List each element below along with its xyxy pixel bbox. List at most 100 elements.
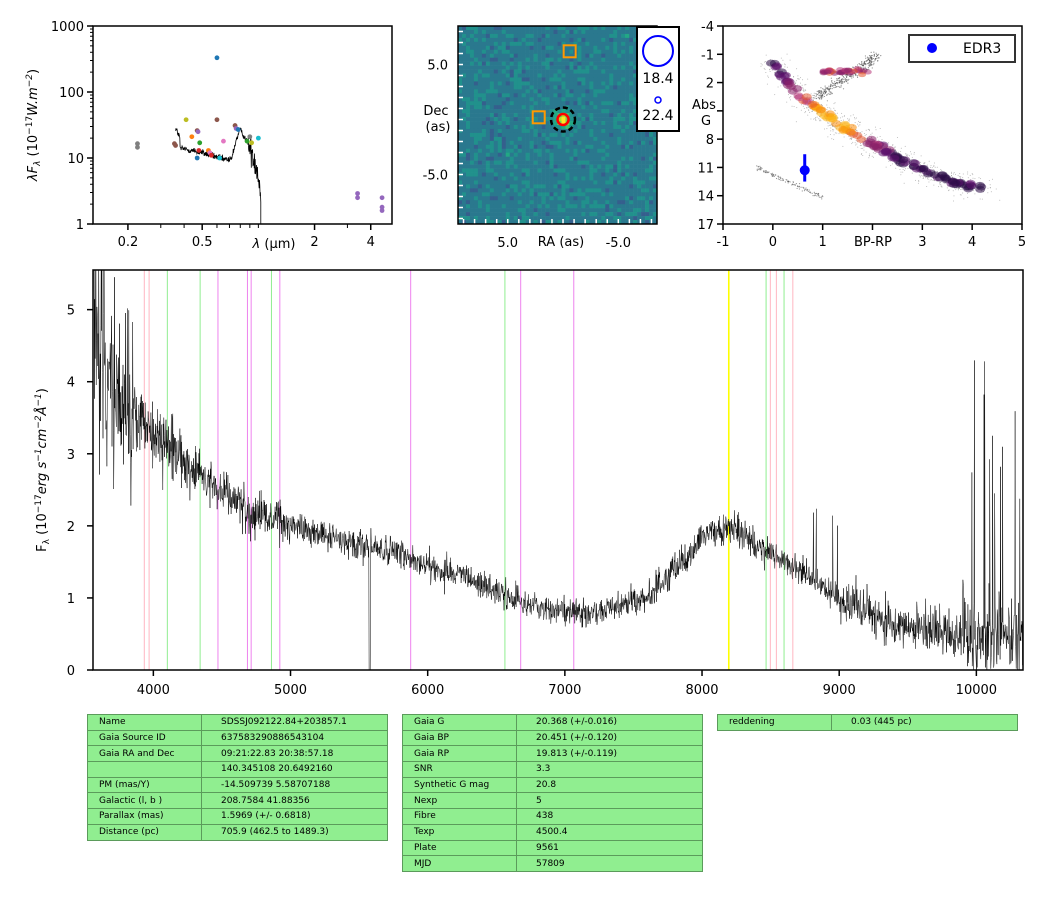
hr-white-dwarf-dot: [814, 194, 816, 196]
sky-pixel: [458, 220, 463, 225]
sky-pixel: [613, 200, 618, 205]
hr-star-dot: [827, 107, 829, 109]
sky-pixel: [637, 212, 642, 217]
hr-white-dwarf-dot: [794, 183, 796, 186]
sky-pixel: [493, 101, 499, 106]
sky-pixel: [497, 220, 503, 225]
hr-giant-dot: [827, 93, 829, 95]
sky-pixel: [633, 200, 638, 205]
sky-pixel: [489, 144, 495, 150]
sky-pixel: [469, 61, 475, 66]
hr-giant-dot: [826, 94, 828, 96]
hr-star-dot: [913, 153, 915, 155]
sky-pixel: [561, 117, 566, 122]
sky-pixel: [553, 69, 558, 74]
table-row: Galactic (l, b ) 208.7584 41.88356: [87, 792, 388, 810]
sky-pixel: [537, 176, 542, 181]
sky-pixel: [473, 77, 479, 82]
sky-pixel: [573, 69, 578, 74]
sky-pixel: [653, 192, 658, 197]
sky-pixel: [617, 184, 622, 189]
sky-pixel: [621, 57, 626, 62]
sky-pixel: [597, 164, 602, 169]
sky-pixel: [529, 204, 534, 209]
sky-pixel: [529, 176, 534, 181]
hr-star-dot: [774, 94, 776, 96]
sky-pixel: [477, 29, 483, 35]
sed-photometry-point: [217, 155, 223, 161]
sky-pixel: [501, 160, 507, 165]
sky-pixel: [465, 125, 471, 130]
sky-pixel: [637, 168, 642, 173]
sky-pixel: [621, 160, 626, 165]
sky-pixel: [545, 93, 550, 98]
sky-pixel: [637, 160, 642, 165]
hr-density-blob: [974, 181, 985, 189]
sky-pixel: [593, 81, 598, 86]
sky-pixel: [609, 61, 614, 66]
sky-pixel: [653, 188, 658, 193]
sky-pixel: [561, 65, 566, 70]
sky-pixel: [477, 212, 483, 217]
sky-pixel: [577, 164, 582, 169]
sky-pixel: [481, 180, 487, 185]
sky-pixel: [469, 69, 475, 74]
sky-pixel: [465, 208, 471, 213]
sed-photometry-point: [135, 144, 140, 150]
sky-pixel: [481, 81, 487, 86]
sky-pixel: [625, 164, 630, 169]
hr-giant-dot: [816, 90, 818, 93]
sky-pixel: [549, 81, 554, 86]
sky-pixel: [593, 156, 598, 161]
hr-star-dot: [769, 71, 771, 73]
sky-pixel: [561, 212, 566, 217]
sky-pixel: [605, 164, 610, 169]
sky-pixel: [525, 136, 530, 142]
hr-star-dot: [856, 130, 858, 132]
sky-pixel: [509, 188, 515, 193]
hr-star-dot: [836, 112, 838, 114]
sky-pixel: [469, 208, 475, 213]
hr-star-dot: [929, 179, 931, 181]
sky-pixel: [589, 144, 594, 150]
sky-pixel: [469, 196, 475, 201]
sed-photometry-point: [135, 141, 140, 147]
hr-star-dot: [820, 120, 822, 122]
hr-giant-dot: [831, 79, 833, 82]
sky-pixel: [481, 37, 487, 43]
sky-pixel: [609, 196, 614, 201]
hr-giant-dot: [815, 97, 818, 100]
sky-pixel: [569, 26, 574, 31]
sky-pixel: [585, 212, 590, 217]
sky-pixel: [605, 140, 610, 146]
sky-pixel: [545, 65, 550, 70]
table-value: 1.5969 (+/- 0.6818): [201, 808, 388, 825]
sky-pixel: [541, 49, 546, 55]
sky-pixel: [509, 109, 515, 114]
sky-pixel: [497, 204, 503, 209]
sky-pixel: [473, 168, 479, 173]
sky-pixel: [605, 200, 610, 205]
sky-pixel: [493, 196, 499, 201]
sky-pixel: [589, 212, 594, 217]
sky-pixel: [549, 85, 554, 90]
sky-pixel: [633, 65, 638, 70]
sky-pixel: [633, 140, 638, 146]
sky-pixel: [481, 144, 487, 150]
sky-pixel: [581, 81, 586, 86]
sky-pixel: [549, 69, 554, 74]
sky-pixel: [533, 192, 538, 197]
sky-pixel: [545, 45, 550, 51]
hr-star-dot: [958, 175, 960, 177]
sky-pixel: [549, 140, 554, 146]
sky-pixel: [481, 184, 487, 189]
sky-pixel: [473, 53, 479, 58]
sky-pixel: [593, 128, 598, 134]
sed-photometry-point: [379, 195, 385, 201]
sky-pixel: [641, 164, 646, 169]
hr-white-dwarf-dot: [759, 166, 762, 169]
sky-pixel: [485, 140, 491, 146]
hr-star-dot: [780, 85, 782, 87]
sky-pixel: [461, 208, 467, 213]
sky-pixel: [517, 156, 522, 161]
